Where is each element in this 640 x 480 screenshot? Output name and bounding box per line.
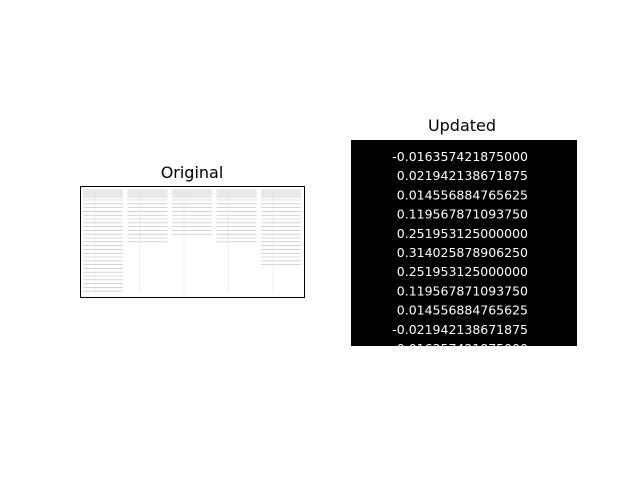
- value-text: 0.014556884765625: [397, 303, 528, 318]
- original-image: [80, 186, 305, 298]
- value-text: 0.119567871093750: [397, 283, 528, 298]
- table-header: [216, 189, 257, 198]
- value-text: -0.016357421875000: [392, 149, 528, 164]
- value-text: -0.016357421875000: [392, 341, 528, 356]
- value-text: 0.119567871093750: [397, 207, 528, 222]
- value-text: 0.251953125000000: [397, 264, 528, 279]
- table-header: [261, 189, 301, 198]
- panel-title: Original: [161, 163, 224, 182]
- table-header: [172, 189, 212, 198]
- value-text: 0.021942138671875: [397, 168, 528, 183]
- value-text: 0.314025878906250: [397, 245, 528, 260]
- updated-text: -0.016357421875000 0.021942138671875 0.014…: [392, 149, 528, 356]
- table-header: [83, 189, 123, 198]
- value-text: 0.014556884765625: [397, 187, 528, 202]
- updated-image: [351, 140, 577, 346]
- value-text: 0.251953125000000: [397, 226, 528, 241]
- panel-title: Updated: [428, 116, 496, 135]
- table-header: [127, 189, 168, 198]
- value-text: -0.021942138671875: [392, 322, 528, 337]
